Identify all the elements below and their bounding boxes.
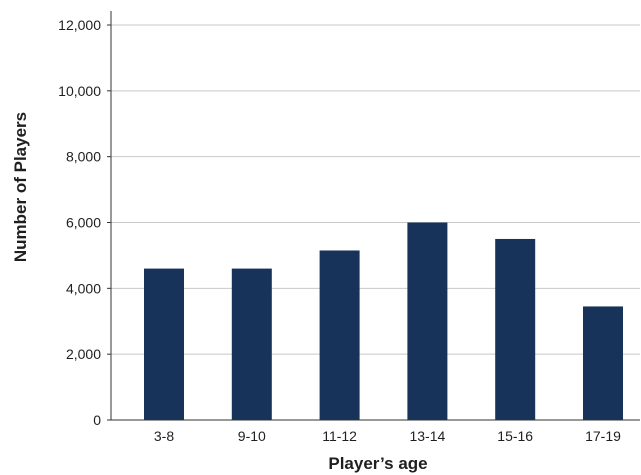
x-axis-title: Player’s age [328, 454, 427, 473]
y-tick-label: 8,000 [66, 149, 101, 165]
bar-3-8 [144, 268, 184, 420]
x-tick-label: 15-16 [497, 428, 533, 444]
bar-13-14 [407, 222, 448, 420]
bar-11-12 [319, 250, 360, 420]
bar-9-10 [231, 268, 272, 420]
x-tick-label: 17-19 [585, 428, 621, 444]
y-tick-label: 0 [93, 412, 101, 428]
y-tick-label: 4,000 [66, 280, 101, 296]
axes [107, 11, 640, 421]
y-tick-label: 10,000 [58, 83, 101, 99]
x-tick-label: 9-10 [238, 428, 266, 444]
y-tick-label: 12,000 [58, 17, 101, 33]
grid-lines [111, 24, 640, 355]
x-tick-label: 11-12 [322, 428, 357, 444]
y-axis-title: Number of Players [11, 112, 30, 262]
y-tick-label: 6,000 [66, 215, 101, 231]
bar-17-19 [583, 306, 623, 420]
bar-15-16 [495, 238, 536, 420]
x-tick-labels: 3-8 9-10 11-12 13-14 15-16 17-19 [154, 428, 621, 444]
x-tick-label: 13-14 [409, 428, 445, 444]
bars [144, 222, 623, 420]
x-tick-label: 3-8 [154, 428, 174, 444]
y-tick-label: 2,000 [66, 346, 101, 362]
y-tick-labels: 0 2,000 4,000 6,000 8,000 10,000 12,000 [58, 17, 101, 428]
